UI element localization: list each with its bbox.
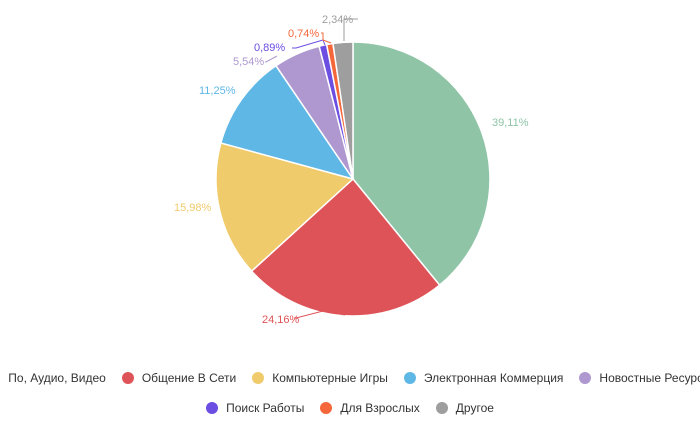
slice-value-label: 5,54% — [233, 56, 264, 68]
legend-marker — [206, 402, 219, 414]
label-leader-line — [292, 39, 326, 49]
slice-value-label: 0,74% — [288, 28, 319, 40]
slice-value-label: 24,16% — [262, 314, 300, 326]
pie-slice[interactable] — [219, 64, 355, 181]
legend-item[interactable]: Другое — [435, 401, 494, 415]
slice-value-label: 39,11% — [492, 117, 529, 129]
slice-value-label: 15,98% — [174, 202, 212, 214]
legend-row-1: По, Аудио, Видео Общение В Сети Компьюте… — [0, 371, 700, 385]
legend-label: Компьютерные Игры — [272, 371, 388, 385]
legend-label: Общение В Сети — [141, 371, 237, 385]
label-leader-line — [343, 18, 358, 41]
legend-item[interactable]: По, Аудио, Видео — [0, 371, 106, 385]
legend-row-2: Поиск Работы Для Взрослых Другое — [0, 401, 700, 415]
legend-label: Для Взрослых — [340, 401, 420, 415]
pie-slice[interactable] — [215, 141, 355, 273]
slice-value-label: 11,25% — [199, 85, 236, 97]
pie-plot: 39,11% 24,16% 15,98% 11,25% 5,54% 0,89%0,74%2… — [174, 14, 529, 326]
legend-item[interactable]: Компьютерные Игры — [252, 371, 388, 385]
label-leader-line — [294, 310, 346, 319]
legend-item[interactable]: Новостные Ресурсы — [579, 371, 700, 385]
legend-marker — [579, 372, 592, 384]
label-leader-line — [265, 55, 278, 63]
legend-marker — [320, 402, 333, 414]
legend-marker — [403, 372, 416, 384]
legend-label: Поиск Работы — [226, 401, 305, 415]
legend-item[interactable]: Для Взрослых — [320, 401, 420, 415]
legend-item[interactable]: Поиск Работы — [206, 401, 304, 415]
pie-slice[interactable] — [332, 41, 354, 180]
legend-marker — [121, 372, 134, 384]
legend-item[interactable]: Общение В Сети — [121, 371, 237, 385]
legend-label: Электронная Коммерция — [423, 371, 564, 385]
slice-value-label: 0,89% — [254, 42, 285, 54]
pie-slice[interactable] — [352, 41, 491, 287]
pie-slice[interactable] — [250, 177, 441, 317]
legend-marker — [252, 372, 265, 384]
legend-label: Новостные Ресурсы — [599, 371, 700, 385]
legend-marker — [435, 402, 448, 414]
legend-item[interactable]: Электронная Коммерция — [403, 371, 564, 385]
label-leader-line — [321, 32, 332, 44]
legend-label: По, Аудио, Видео — [8, 371, 106, 385]
slice-value-label: 2,34% — [322, 14, 353, 26]
legend-label: Другое — [455, 401, 494, 415]
